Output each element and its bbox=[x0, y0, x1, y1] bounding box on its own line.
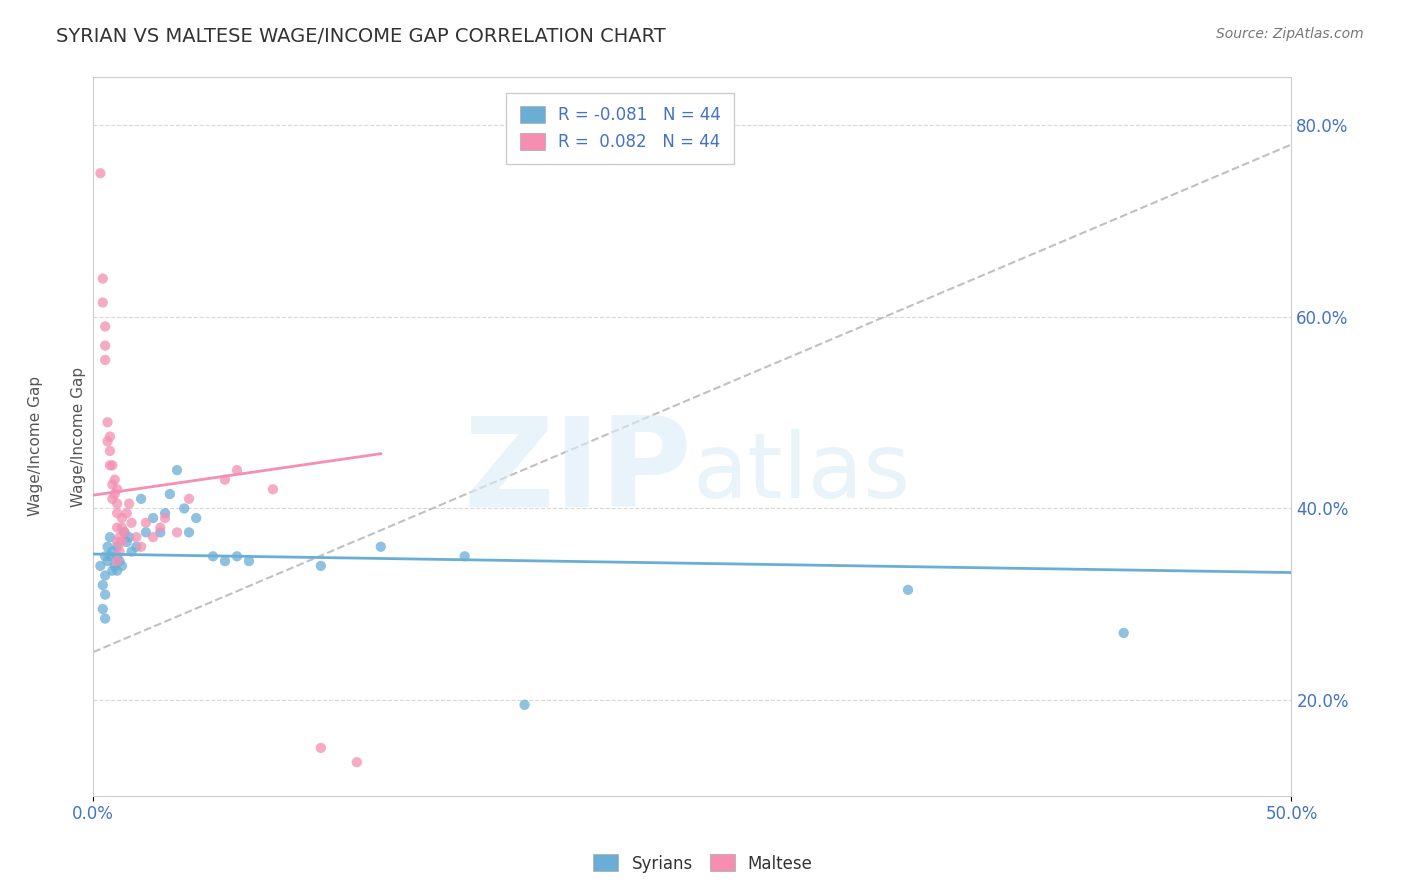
Point bbox=[118, 530, 141, 544]
Text: atlas: atlas bbox=[692, 428, 911, 516]
Point bbox=[115, 506, 138, 520]
Point bbox=[91, 271, 114, 285]
Point bbox=[105, 535, 128, 549]
Point bbox=[226, 549, 249, 564]
Point bbox=[98, 458, 121, 473]
Point bbox=[129, 540, 152, 554]
Point bbox=[105, 497, 128, 511]
Point bbox=[101, 564, 124, 578]
Point bbox=[97, 415, 120, 429]
Point bbox=[1112, 626, 1135, 640]
Legend: Syrians, Maltese: Syrians, Maltese bbox=[586, 847, 820, 880]
Point bbox=[129, 491, 152, 506]
Legend: R = -0.081   N = 44, R =  0.082   N = 44: R = -0.081 N = 44, R = 0.082 N = 44 bbox=[506, 93, 734, 164]
Point bbox=[105, 520, 128, 534]
Point bbox=[98, 549, 121, 564]
Point bbox=[94, 588, 117, 602]
Point bbox=[94, 568, 117, 582]
Point bbox=[153, 511, 176, 525]
Point bbox=[159, 487, 181, 501]
Point bbox=[125, 540, 148, 554]
Point bbox=[115, 535, 138, 549]
Point bbox=[238, 554, 260, 568]
Point bbox=[94, 353, 117, 368]
Point bbox=[346, 756, 368, 770]
Point bbox=[173, 501, 195, 516]
Point bbox=[453, 549, 475, 564]
Point bbox=[101, 544, 124, 558]
Text: SYRIAN VS MALTESE WAGE/INCOME GAP CORRELATION CHART: SYRIAN VS MALTESE WAGE/INCOME GAP CORREL… bbox=[56, 27, 666, 45]
Point bbox=[105, 506, 128, 520]
Point bbox=[89, 166, 111, 180]
Point bbox=[309, 740, 332, 755]
Point bbox=[108, 530, 131, 544]
Point bbox=[309, 558, 332, 573]
Point bbox=[94, 611, 117, 625]
Point bbox=[121, 516, 143, 530]
Point bbox=[104, 558, 127, 573]
Point bbox=[97, 554, 120, 568]
Point bbox=[94, 549, 117, 564]
Point bbox=[135, 525, 157, 540]
Point bbox=[111, 511, 134, 525]
Point bbox=[118, 497, 141, 511]
Point bbox=[97, 540, 120, 554]
Point bbox=[111, 520, 134, 534]
Point bbox=[91, 602, 114, 616]
Point bbox=[513, 698, 536, 712]
Y-axis label: Wage/Income Gap: Wage/Income Gap bbox=[72, 367, 86, 507]
Point bbox=[202, 549, 225, 564]
Point bbox=[105, 483, 128, 497]
Point bbox=[135, 516, 157, 530]
Point bbox=[149, 525, 172, 540]
Point bbox=[153, 506, 176, 520]
Text: Wage/Income Gap: Wage/Income Gap bbox=[28, 376, 42, 516]
Point bbox=[112, 525, 135, 540]
Point bbox=[101, 458, 124, 473]
Point bbox=[177, 525, 200, 540]
Point bbox=[91, 295, 114, 310]
Point bbox=[101, 491, 124, 506]
Point bbox=[142, 530, 165, 544]
Point bbox=[125, 530, 148, 544]
Point bbox=[111, 535, 134, 549]
Point bbox=[94, 319, 117, 334]
Point bbox=[186, 511, 208, 525]
Point bbox=[226, 463, 249, 477]
Point bbox=[108, 544, 131, 558]
Point bbox=[91, 578, 114, 592]
Point bbox=[214, 473, 236, 487]
Point bbox=[370, 540, 392, 554]
Point bbox=[94, 338, 117, 352]
Point bbox=[166, 525, 188, 540]
Point bbox=[142, 511, 165, 525]
Point bbox=[177, 491, 200, 506]
Point bbox=[105, 540, 128, 554]
Point bbox=[98, 530, 121, 544]
Point bbox=[97, 434, 120, 449]
Point bbox=[121, 544, 143, 558]
Point bbox=[262, 483, 284, 497]
Point bbox=[104, 473, 127, 487]
Point bbox=[108, 554, 131, 568]
Point bbox=[214, 554, 236, 568]
Point bbox=[89, 558, 111, 573]
Point bbox=[112, 525, 135, 540]
Point bbox=[111, 558, 134, 573]
Point bbox=[166, 463, 188, 477]
Point bbox=[104, 487, 127, 501]
Text: ZIP: ZIP bbox=[464, 412, 692, 533]
Point bbox=[105, 554, 128, 568]
Point bbox=[105, 564, 128, 578]
Point bbox=[105, 549, 128, 564]
Point bbox=[101, 477, 124, 491]
Text: Source: ZipAtlas.com: Source: ZipAtlas.com bbox=[1216, 27, 1364, 41]
Point bbox=[98, 444, 121, 458]
Point bbox=[149, 520, 172, 534]
Point bbox=[897, 582, 920, 597]
Point bbox=[98, 429, 121, 443]
